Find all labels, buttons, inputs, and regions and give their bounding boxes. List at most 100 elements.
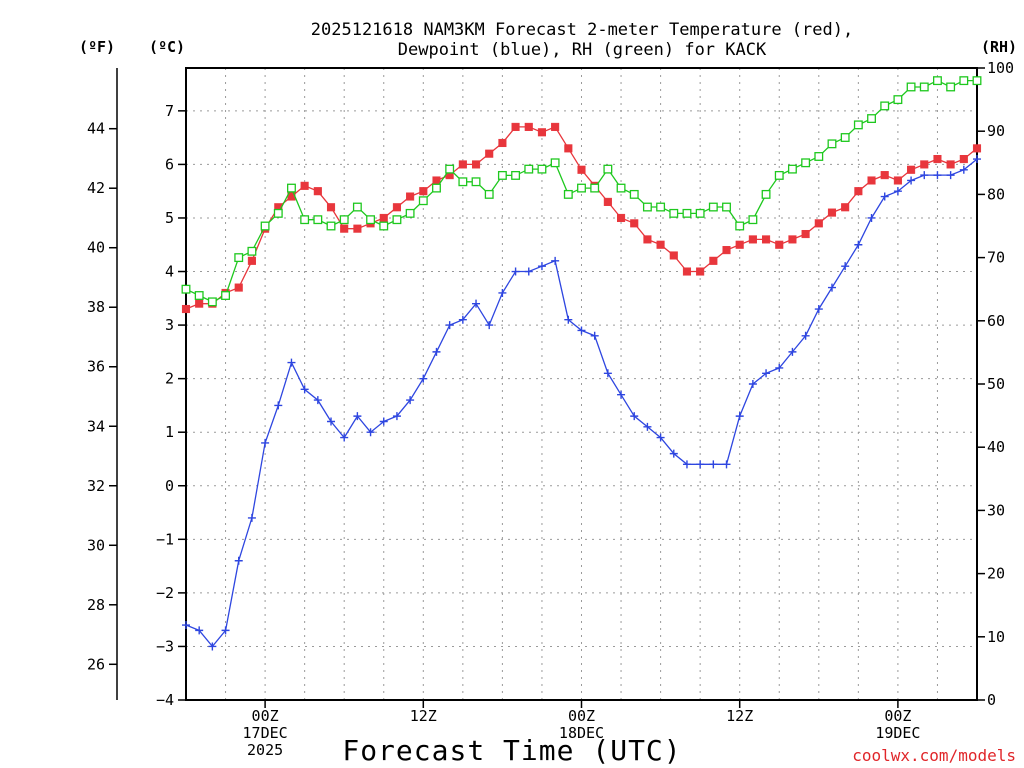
data-point xyxy=(735,240,744,249)
data-point xyxy=(656,202,666,212)
labels: 2025121618 NAM3KM Forecast 2-meter Tempe… xyxy=(79,20,1017,767)
celsius-tick-label: 6 xyxy=(165,155,174,173)
data-point xyxy=(722,202,731,212)
data-point xyxy=(616,183,626,193)
data-point xyxy=(392,412,401,421)
data-point xyxy=(761,189,771,199)
data-point xyxy=(181,304,191,314)
data-point xyxy=(234,556,243,565)
data-point xyxy=(735,221,745,231)
series-layer xyxy=(181,76,982,651)
fahrenheit-tick-label: 34 xyxy=(87,417,105,435)
data-point xyxy=(959,155,968,164)
rh-tick-label: 50 xyxy=(987,375,1005,393)
data-point xyxy=(327,417,336,426)
data-point xyxy=(841,262,850,271)
data-point xyxy=(880,192,889,201)
data-point xyxy=(511,170,521,180)
data-point xyxy=(880,171,889,180)
data-point xyxy=(946,171,955,180)
data-point xyxy=(643,422,652,431)
data-point xyxy=(972,144,982,153)
data-point xyxy=(234,283,243,292)
data-point xyxy=(366,215,376,225)
data-point xyxy=(933,155,942,164)
data-point xyxy=(471,160,481,169)
data-point xyxy=(867,114,876,124)
data-point xyxy=(920,171,929,180)
data-point xyxy=(696,460,705,469)
data-point xyxy=(722,246,731,255)
data-point xyxy=(814,305,823,314)
data-point xyxy=(827,139,837,149)
data-point xyxy=(353,224,362,233)
chart-title-line-1: 2025121618 NAM3KM Forecast 2-meter Tempe… xyxy=(311,20,853,40)
data-point xyxy=(511,267,520,276)
data-point xyxy=(617,213,626,223)
data-point xyxy=(907,176,916,185)
data-point xyxy=(511,122,520,131)
data-point xyxy=(497,170,507,180)
fahrenheit-tick-label: 40 xyxy=(87,239,105,257)
celsius-unit-label: (ºC) xyxy=(149,38,185,56)
data-point xyxy=(247,246,257,256)
data-point xyxy=(708,202,718,212)
data-point xyxy=(537,128,547,137)
data-point xyxy=(603,197,612,206)
data-point xyxy=(867,213,876,222)
data-point xyxy=(893,95,903,105)
fahrenheit-tick-label: 44 xyxy=(87,120,105,138)
data-point xyxy=(550,158,560,168)
chart-title-line-2: Dewpoint (blue), RH (green) for KACK xyxy=(398,40,767,60)
data-point xyxy=(326,221,336,231)
data-point xyxy=(379,417,388,426)
data-point xyxy=(577,183,586,193)
data-point xyxy=(313,396,322,405)
x-axis-title: Forecast Time (UTC) xyxy=(342,734,681,767)
data-point xyxy=(788,235,797,244)
x-tick-label: 00Z xyxy=(884,707,911,725)
data-point xyxy=(458,315,467,324)
data-point xyxy=(946,82,956,92)
data-point xyxy=(182,621,190,630)
x-tick-label: 19DEC xyxy=(875,724,920,742)
data-point xyxy=(775,363,784,372)
data-point xyxy=(695,208,705,218)
data-point xyxy=(208,642,217,651)
data-point xyxy=(260,221,270,231)
data-point xyxy=(207,297,217,307)
data-point xyxy=(867,176,876,185)
data-point xyxy=(485,149,494,158)
data-point xyxy=(471,177,481,187)
data-point xyxy=(590,331,599,340)
fahrenheit-tick-label: 38 xyxy=(87,298,105,316)
x-tick-label: 00Z xyxy=(252,707,279,725)
data-point xyxy=(300,181,309,190)
data-point xyxy=(194,291,204,300)
data-point xyxy=(445,164,455,174)
data-point xyxy=(748,380,757,388)
rh-tick-label: 10 xyxy=(987,628,1005,646)
data-point xyxy=(432,183,441,193)
celsius-tick-label: 3 xyxy=(165,316,174,334)
data-point xyxy=(537,262,546,271)
data-point xyxy=(195,626,204,635)
data-point xyxy=(656,433,665,442)
data-point xyxy=(762,369,771,378)
rh-tick-label: 80 xyxy=(987,185,1005,203)
data-point xyxy=(827,283,836,292)
data-point xyxy=(564,144,573,153)
data-point xyxy=(287,358,296,367)
data-point xyxy=(564,315,573,324)
rh-tick-label: 100 xyxy=(987,59,1014,77)
fahrenheit-tick-label: 42 xyxy=(87,179,105,197)
series-rh xyxy=(181,76,982,307)
data-point xyxy=(933,171,942,180)
data-point xyxy=(629,189,639,199)
data-point xyxy=(352,202,362,212)
rh-tick-label: 60 xyxy=(987,312,1005,330)
data-point xyxy=(405,208,415,218)
data-point xyxy=(682,460,691,469)
data-point xyxy=(854,240,863,249)
data-point xyxy=(432,347,441,356)
